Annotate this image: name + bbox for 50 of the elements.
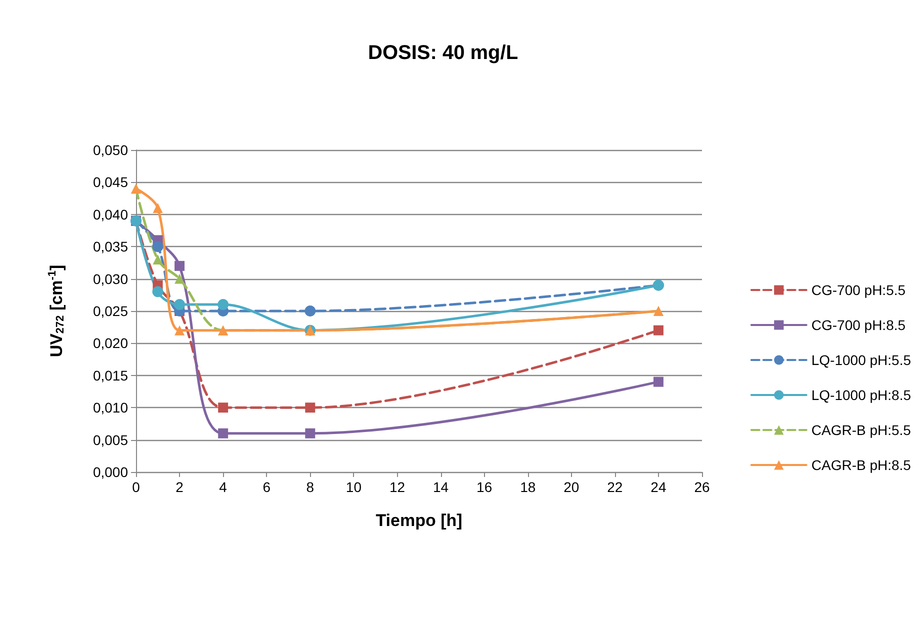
y-tick-label: 0,010 [92, 400, 128, 416]
y-tick-label: 0,045 [92, 174, 128, 190]
y-tick-label: 0,020 [92, 335, 128, 352]
legend-label: CG-700 pH:5.5 [811, 282, 906, 298]
x-tick-label: 0 [132, 479, 140, 495]
x-tick-label: 10 [346, 479, 362, 495]
point [174, 260, 185, 271]
y-tick-label: 0,030 [92, 270, 128, 287]
legend-label: LQ-1000 pH:8.5 [811, 387, 912, 403]
x-tick-label: 24 [650, 479, 666, 495]
point [218, 428, 228, 438]
x-tick-label: 18 [520, 479, 536, 495]
point [305, 402, 316, 413]
legend-label: LQ-1000 pH:5.5 [811, 352, 912, 368]
y-tick-label: 0,035 [92, 238, 128, 255]
x-tick-label: 22 [607, 479, 623, 495]
y-tick-label: 0,000 [92, 464, 128, 480]
point [152, 241, 164, 252]
x-tick-label: 12 [389, 479, 406, 495]
point [304, 306, 316, 316]
y-tick-label: 0,005 [92, 432, 128, 448]
x-tick-label: 14 [432, 479, 449, 495]
y-tick-label: 0,050 [92, 142, 128, 158]
point [152, 202, 163, 213]
x-tick-label: 4 [219, 479, 228, 495]
y-tick-label: 0,025 [92, 303, 128, 319]
x-tick-label: 26 [694, 479, 710, 495]
x-tick-label: 2 [176, 479, 184, 495]
y-axis-title: UV272 [cm-1] [46, 264, 66, 358]
chart-title: DOSIS: 40 mg/L [368, 42, 518, 64]
point [218, 402, 228, 413]
point [653, 376, 664, 387]
point [218, 299, 229, 310]
legend-label: CG-700 pH:8.5 [811, 317, 906, 333]
x-tick-label: 6 [262, 479, 271, 495]
x-axis-title: Tiempo [h] [376, 511, 462, 530]
legend-label: CAGR-B pH:8.5 [811, 457, 912, 473]
point [174, 299, 186, 310]
y-tick-label: 0,015 [92, 367, 128, 384]
x-tick-label: 16 [476, 479, 492, 495]
point [653, 325, 664, 336]
point [152, 254, 163, 264]
legend-label: CAGR-B pH:5.5 [811, 422, 912, 438]
point [174, 274, 185, 284]
x-tick-label: 8 [306, 479, 314, 495]
y-tick-label: 0,040 [92, 206, 128, 222]
x-tick-label: 20 [564, 479, 580, 495]
point [305, 428, 316, 438]
point [174, 325, 185, 336]
point [152, 286, 164, 298]
